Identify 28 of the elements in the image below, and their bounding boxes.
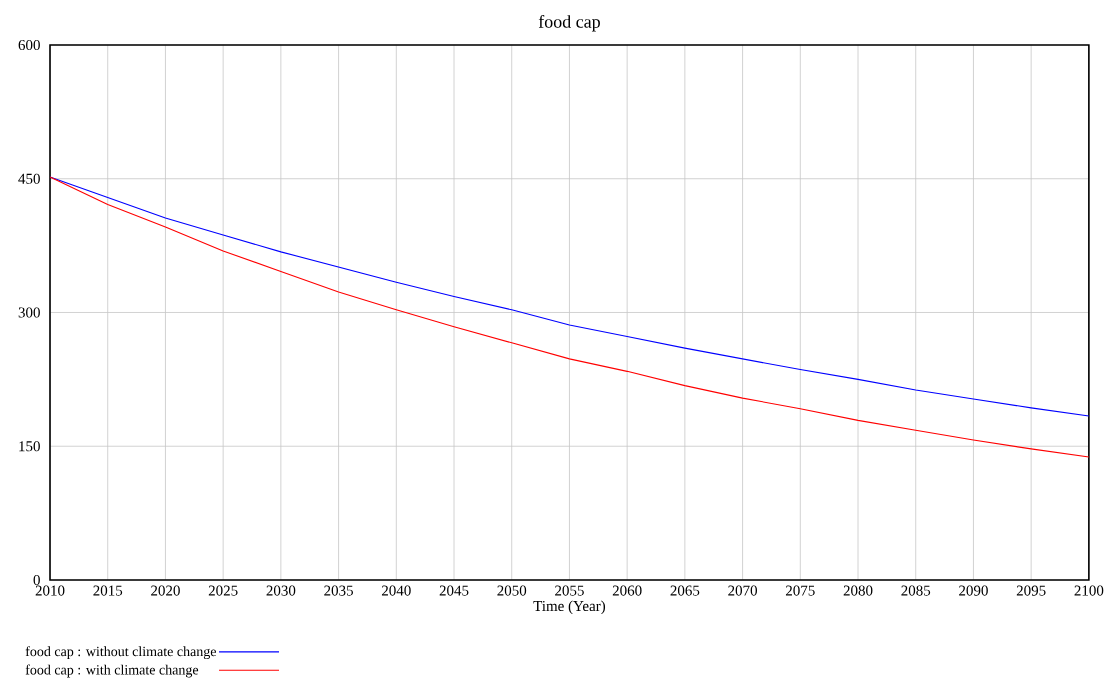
x-tick-label: 2075 bbox=[785, 585, 815, 596]
x-tick-label: 2085 bbox=[901, 585, 931, 596]
x-axis-title: Time (Year) bbox=[533, 600, 606, 615]
x-tick-label: 2065 bbox=[670, 585, 700, 596]
y-tick-label: 600 bbox=[18, 39, 40, 51]
x-tick-label: 2050 bbox=[497, 585, 527, 596]
legend-label: food cap : without climate change bbox=[25, 646, 217, 660]
x-tick-label: 2070 bbox=[728, 585, 758, 596]
y-tick-label: 0 bbox=[33, 574, 40, 586]
x-tick-label: 2080 bbox=[843, 585, 873, 596]
x-tick-label: 2090 bbox=[959, 585, 988, 596]
x-tick-label: 2020 bbox=[151, 585, 180, 596]
chart-title: food cap bbox=[538, 14, 600, 32]
x-tick-label: 2035 bbox=[324, 585, 353, 596]
x-tick-label: 2030 bbox=[266, 585, 296, 596]
legend-label: food cap : with climate change bbox=[25, 664, 199, 678]
x-tick-label: 2055 bbox=[555, 585, 584, 596]
y-tick-label: 450 bbox=[18, 173, 40, 184]
x-tick-label: 2010 bbox=[35, 585, 65, 596]
x-tick-label: 2025 bbox=[208, 585, 238, 596]
x-tick-label: 2015 bbox=[93, 585, 123, 596]
x-tick-label: 2040 bbox=[381, 585, 411, 596]
x-tick-label: 2095 bbox=[1016, 585, 1046, 596]
x-tick-label: 2060 bbox=[612, 585, 642, 596]
x-tick-label: 2045 bbox=[439, 585, 469, 596]
x-tick-label: 2100 bbox=[1074, 585, 1104, 596]
y-tick-label: 150 bbox=[19, 441, 40, 452]
y-tick-label: 300 bbox=[18, 307, 40, 318]
